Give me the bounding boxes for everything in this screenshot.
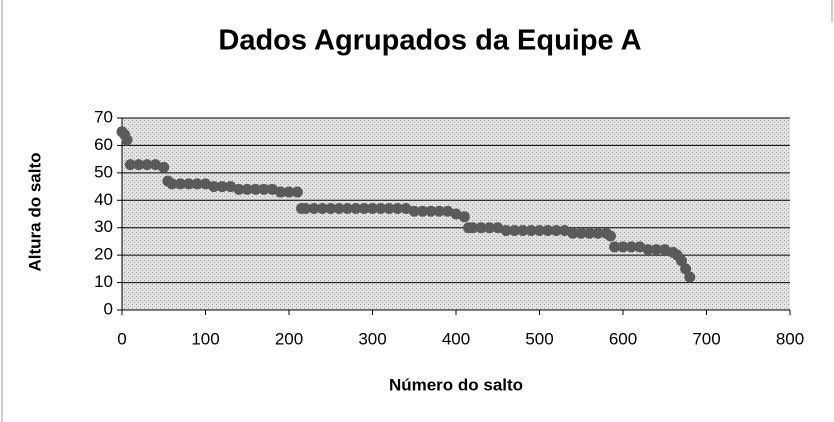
point bbox=[200, 178, 211, 190]
point bbox=[266, 183, 278, 195]
point bbox=[559, 224, 571, 236]
x-axis-label: Número do salto bbox=[389, 375, 523, 394]
point bbox=[121, 134, 133, 146]
point bbox=[383, 203, 395, 215]
point bbox=[124, 159, 136, 171]
point bbox=[174, 178, 186, 190]
point bbox=[625, 241, 637, 253]
y-axis-label: Altura do salto bbox=[25, 152, 44, 271]
point bbox=[183, 178, 195, 190]
point bbox=[634, 241, 646, 253]
y-tick-label: 0 bbox=[104, 299, 113, 318]
point bbox=[492, 222, 504, 234]
point bbox=[358, 203, 370, 215]
y-tick-label: 50 bbox=[94, 162, 113, 181]
point bbox=[584, 227, 596, 239]
point bbox=[225, 181, 237, 193]
point bbox=[417, 205, 429, 217]
point bbox=[216, 181, 228, 193]
point bbox=[158, 161, 170, 173]
point bbox=[208, 181, 220, 193]
x-tick-label: 200 bbox=[275, 329, 303, 348]
x-tick-label: 100 bbox=[191, 329, 219, 348]
y-tick-label: 20 bbox=[94, 245, 113, 264]
point bbox=[341, 203, 353, 215]
point bbox=[400, 203, 412, 215]
x-tick-label: 700 bbox=[692, 329, 720, 348]
point bbox=[525, 224, 537, 236]
point bbox=[684, 271, 696, 283]
point bbox=[250, 183, 262, 195]
chart-title: Dados Agrupados da Equipe A bbox=[218, 25, 641, 57]
point bbox=[233, 183, 245, 195]
point bbox=[166, 178, 178, 190]
point bbox=[567, 227, 579, 239]
point bbox=[258, 183, 270, 195]
point bbox=[375, 203, 387, 215]
point bbox=[141, 159, 153, 171]
x-tick-label: 800 bbox=[776, 329, 804, 348]
point bbox=[475, 222, 487, 234]
point bbox=[500, 224, 512, 236]
point bbox=[617, 241, 629, 253]
point bbox=[316, 203, 328, 215]
point bbox=[367, 203, 378, 215]
point bbox=[642, 244, 654, 256]
point bbox=[650, 244, 662, 256]
point bbox=[283, 186, 295, 198]
point bbox=[442, 205, 454, 217]
point bbox=[550, 224, 562, 236]
point bbox=[575, 227, 587, 239]
point bbox=[350, 203, 362, 215]
x-tick-label: 300 bbox=[358, 329, 386, 348]
point bbox=[604, 230, 616, 242]
point bbox=[534, 224, 545, 236]
point bbox=[300, 203, 312, 215]
y-tick-label: 40 bbox=[94, 190, 113, 209]
point bbox=[450, 208, 462, 220]
point bbox=[325, 203, 337, 215]
point bbox=[275, 186, 287, 198]
point bbox=[680, 263, 692, 275]
point bbox=[191, 178, 203, 190]
point bbox=[149, 159, 161, 171]
y-tick-label: 30 bbox=[94, 217, 113, 236]
point bbox=[675, 255, 687, 267]
point bbox=[333, 203, 345, 215]
point bbox=[483, 222, 495, 234]
point bbox=[458, 211, 470, 223]
y-tick-label: 70 bbox=[94, 107, 113, 126]
point bbox=[433, 205, 445, 217]
point bbox=[408, 205, 420, 217]
point bbox=[592, 227, 604, 239]
point bbox=[542, 224, 554, 236]
point bbox=[517, 224, 529, 236]
point bbox=[467, 222, 479, 234]
x-tick-label: 500 bbox=[525, 329, 553, 348]
y-tick-label: 10 bbox=[94, 272, 113, 291]
point bbox=[291, 186, 303, 198]
x-tick-label: 0 bbox=[117, 329, 126, 348]
y-tick-label: 60 bbox=[94, 135, 113, 154]
point bbox=[425, 205, 437, 217]
point bbox=[133, 159, 145, 171]
x-tick-label: 600 bbox=[609, 329, 637, 348]
point bbox=[659, 244, 671, 256]
x-tick-label: 400 bbox=[442, 329, 470, 348]
point bbox=[609, 241, 621, 253]
point bbox=[392, 203, 404, 215]
point bbox=[241, 183, 253, 195]
point bbox=[308, 203, 320, 215]
point bbox=[508, 224, 520, 236]
